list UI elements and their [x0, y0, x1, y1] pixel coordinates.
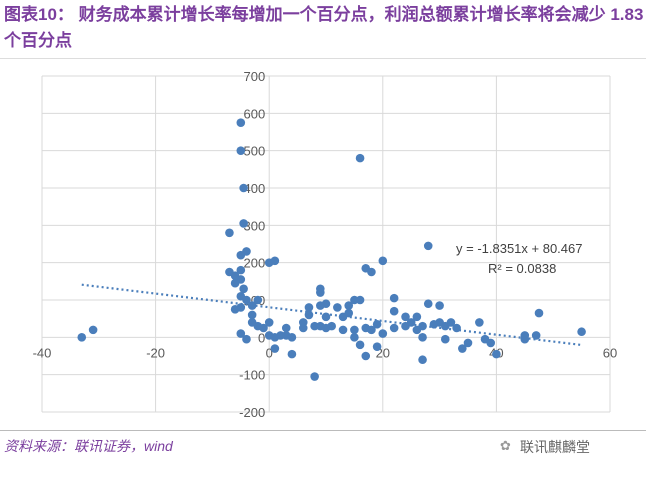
- data-point: [486, 338, 496, 348]
- data-point: [361, 351, 371, 361]
- data-point: [287, 333, 297, 342]
- data-point: [367, 267, 376, 277]
- data-point: [389, 293, 399, 303]
- y-tick-label: 600: [243, 106, 265, 121]
- x-tick-label: 0: [266, 345, 273, 360]
- data-point: [355, 153, 365, 163]
- data-point: [316, 284, 325, 294]
- data-point: [239, 284, 248, 294]
- data-point: [475, 318, 484, 327]
- data-point: [236, 250, 246, 260]
- figure-title: 图表10： 财务成本累计增长率每增加一个百分点，利润总额累计增长率将会减少 1.…: [4, 5, 644, 50]
- chart-area: -200-1000100200300400500600700-40-200204…: [0, 58, 646, 427]
- wechat-icon: ✿: [500, 438, 511, 453]
- data-point: [435, 301, 444, 310]
- data-point: [230, 305, 240, 314]
- y-tick-label: -100: [239, 368, 265, 383]
- data-point: [492, 349, 501, 359]
- data-point: [225, 228, 234, 238]
- x-tick-label: 60: [603, 345, 617, 360]
- data-point: [316, 301, 325, 310]
- data-point: [88, 325, 98, 335]
- data-point: [259, 323, 268, 333]
- y-tick-label: 500: [243, 144, 265, 159]
- data-point: [355, 295, 365, 305]
- data-point: [242, 295, 251, 305]
- data-point: [310, 372, 319, 381]
- data-point: [247, 310, 257, 320]
- data-point: [264, 318, 274, 327]
- y-tick-label: 200: [243, 256, 265, 271]
- data-point: [531, 331, 541, 340]
- data-point: [236, 329, 246, 338]
- data-point: [534, 308, 544, 318]
- data-point: [281, 323, 291, 333]
- data-point: [355, 340, 365, 350]
- data-point: [418, 355, 427, 365]
- data-point: [239, 183, 248, 193]
- data-point: [333, 303, 342, 312]
- data-point: [389, 323, 399, 333]
- data-point: [372, 319, 382, 329]
- y-tick-label: 300: [243, 218, 265, 233]
- x-tick-label: -20: [146, 345, 165, 360]
- watermark: 联讯麒麟堂: [520, 439, 590, 455]
- data-point: [253, 295, 263, 305]
- data-point: [77, 333, 87, 342]
- data-point: [230, 278, 240, 288]
- y-tick-label: -200: [239, 405, 265, 420]
- data-point: [321, 312, 331, 322]
- data-point: [440, 334, 450, 344]
- data-point: [378, 329, 388, 338]
- data-point: [418, 321, 427, 331]
- data-point: [418, 333, 427, 342]
- divider: [0, 430, 646, 431]
- data-point: [350, 333, 359, 342]
- data-point: [463, 338, 473, 348]
- data-point: [344, 308, 354, 318]
- data-point: [239, 219, 248, 228]
- data-point: [350, 325, 359, 335]
- data-point: [338, 325, 348, 335]
- data-point: [298, 323, 308, 333]
- data-point: [378, 256, 388, 266]
- data-point: [423, 241, 433, 251]
- data-point: [236, 118, 246, 127]
- y-tick-label: 400: [243, 181, 265, 196]
- data-point: [423, 299, 433, 309]
- data-point: [236, 265, 246, 275]
- data-point: [367, 325, 376, 335]
- data-point: [372, 342, 382, 351]
- data-point: [389, 306, 399, 316]
- data-point: [458, 344, 467, 353]
- data-point: [236, 146, 246, 155]
- data-point: [577, 327, 586, 337]
- data-point: [344, 301, 354, 310]
- data-point: [401, 312, 410, 322]
- data-point: [304, 303, 314, 312]
- data-point: [270, 344, 280, 353]
- data-point: [242, 334, 251, 344]
- data-point: [287, 349, 297, 359]
- y-tick-label: 0: [258, 330, 265, 345]
- x-tick-label: -40: [33, 345, 52, 360]
- scatter-chart: -200-1000100200300400500600700-40-200204…: [33, 69, 618, 420]
- data-point: [446, 318, 456, 327]
- data-point: [270, 256, 280, 266]
- r-squared-label: R² = 0.0838: [488, 261, 556, 276]
- trendline-equation: y = -1.8351x + 80.467: [456, 241, 582, 256]
- data-point: [327, 321, 336, 331]
- y-tick-label: 700: [243, 69, 265, 84]
- data-point: [406, 318, 416, 327]
- trendline: [81, 283, 582, 347]
- data-point: [412, 312, 422, 322]
- source-note: 资料来源：联讯证券，wind: [4, 438, 173, 454]
